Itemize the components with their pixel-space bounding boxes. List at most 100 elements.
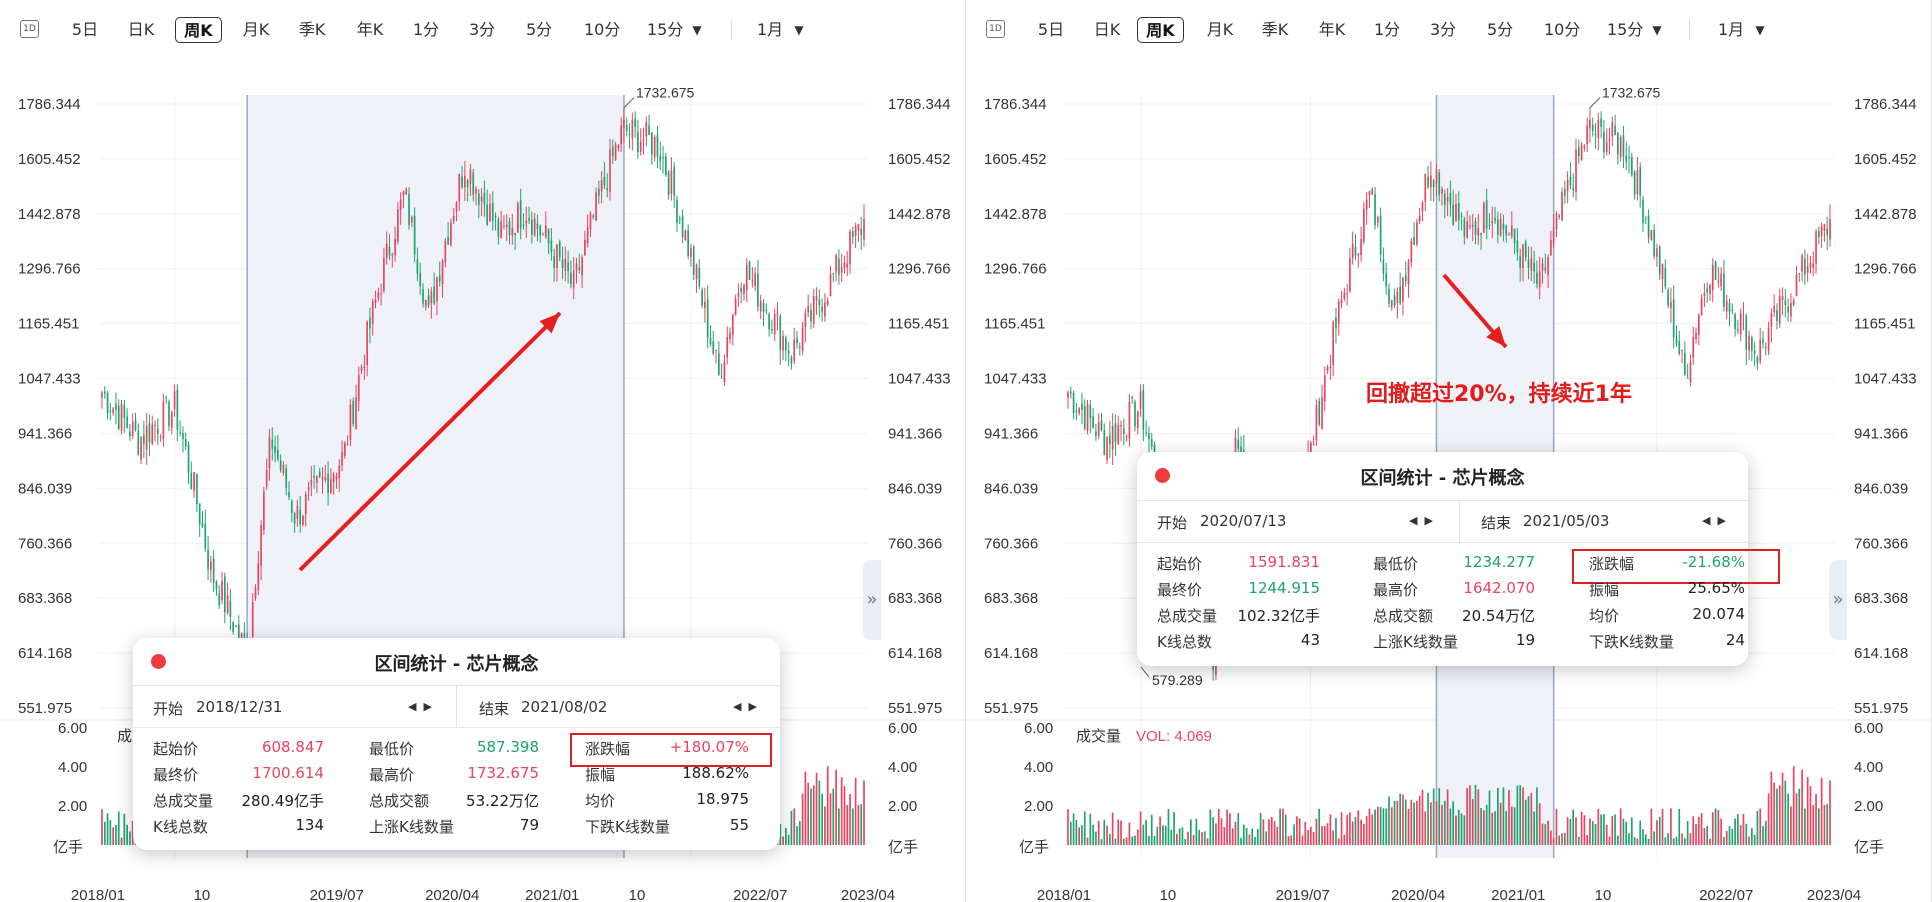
caret-down-icon[interactable]: ▼ — [1755, 23, 1765, 37]
period-1min[interactable]: 1分 — [413, 20, 440, 39]
candle-body — [455, 202, 458, 212]
volume-bar — [1203, 831, 1206, 845]
volume-bar — [117, 811, 120, 845]
volume-tick-label-right: 2.00 — [888, 798, 917, 815]
candle-body — [1376, 217, 1379, 223]
period-daily[interactable]: 日K — [127, 20, 155, 39]
volume-bar — [1575, 817, 1577, 845]
volume-bar — [1265, 831, 1268, 845]
caret-down-icon[interactable]: ▼ — [794, 23, 804, 37]
period-quarterly[interactable]: 季K — [1261, 20, 1289, 39]
candle-body — [1569, 176, 1572, 186]
period-yearly[interactable]: 年K — [1318, 20, 1346, 39]
volume-bar — [1173, 812, 1175, 845]
price-tick-label-left: 1296.766 — [18, 261, 81, 278]
volume-bar — [1628, 833, 1630, 845]
period-15min-dropdown[interactable]: 15分 — [647, 20, 684, 39]
period-weekly[interactable]: 周K — [1137, 17, 1184, 43]
candle-body — [807, 306, 810, 313]
volume-bar — [863, 780, 865, 845]
price-tick-label-right: 1786.344 — [1854, 96, 1917, 113]
period-3min[interactable]: 3分 — [1430, 20, 1457, 39]
period-monthly[interactable]: 月K — [242, 20, 270, 39]
volume-bar — [1658, 816, 1661, 845]
candle-body — [1382, 259, 1385, 274]
volume-bar — [1067, 809, 1069, 845]
candle-body — [1656, 248, 1658, 257]
candle-body — [824, 302, 826, 317]
volume-bar — [1365, 816, 1368, 845]
candle-body — [483, 192, 486, 205]
candle-body — [849, 231, 851, 264]
volume-bar — [801, 793, 804, 845]
candle-body — [1318, 400, 1321, 425]
one-day-icon[interactable]: 1D — [986, 20, 1005, 38]
period-5min[interactable]: 5分 — [1487, 20, 1514, 39]
period-weekly[interactable]: 周K — [175, 17, 222, 43]
volume-bar — [1678, 808, 1681, 845]
candle-body — [388, 246, 391, 256]
volume-bar — [1762, 826, 1764, 845]
volume-bar — [1153, 835, 1156, 845]
candle-body — [718, 353, 720, 375]
expand-side-icon[interactable]: » — [863, 560, 881, 640]
candle-body — [1770, 313, 1773, 327]
period-10min[interactable]: 10分 — [584, 20, 621, 39]
candle-body — [1081, 404, 1083, 410]
candle-body — [131, 422, 134, 436]
candle-body — [1349, 258, 1351, 292]
expand-side-icon[interactable]: » — [1829, 560, 1847, 640]
caret-down-icon[interactable]: ▼ — [1652, 23, 1662, 37]
start-step-icons[interactable]: ◀ ▶ — [1409, 514, 1433, 527]
candle-body — [597, 188, 600, 196]
period-range-dropdown[interactable]: 1月 — [1718, 20, 1745, 39]
period-10min[interactable]: 10分 — [1544, 20, 1581, 39]
volume-bar — [1220, 818, 1223, 845]
volume-bar — [1315, 818, 1318, 845]
one-day-icon[interactable]: 1D — [20, 20, 39, 38]
caret-down-icon[interactable]: ▼ — [692, 23, 702, 37]
volume-bar — [1176, 833, 1178, 845]
period-15min-dropdown[interactable]: 15分 — [1607, 20, 1644, 39]
candle-body — [1589, 119, 1591, 129]
candle-body — [553, 256, 556, 268]
candle-body — [120, 403, 123, 431]
volume-bar — [826, 766, 829, 845]
red-dot-icon[interactable] — [151, 654, 166, 669]
period-5d[interactable]: 5日 — [71, 20, 99, 39]
candle-body — [1354, 246, 1357, 256]
x-axis-label: 2021/01 — [525, 887, 579, 902]
candle-body — [522, 224, 525, 226]
volume-bar — [1700, 813, 1703, 845]
period-1min[interactable]: 1分 — [1374, 20, 1401, 39]
volume-bar — [1720, 818, 1722, 845]
volume-bar — [1089, 813, 1092, 845]
stat-value: 1234.277 — [1463, 553, 1535, 571]
candle-body — [1404, 275, 1407, 282]
period-3min[interactable]: 3分 — [469, 20, 496, 39]
period-5min[interactable]: 5分 — [526, 20, 553, 39]
candle-body — [271, 439, 274, 449]
price-tick-label-left: 1047.433 — [984, 371, 1047, 388]
end-step-icons[interactable]: ◀ ▶ — [1702, 514, 1726, 527]
candle-body — [288, 491, 290, 498]
volume-bar — [1309, 826, 1312, 845]
candle-body — [380, 293, 382, 295]
candle-body — [310, 479, 313, 485]
period-yearly[interactable]: 年K — [356, 20, 384, 39]
red-dot-icon[interactable] — [1155, 468, 1170, 483]
period-quarterly[interactable]: 季K — [298, 20, 326, 39]
period-daily[interactable]: 日K — [1093, 20, 1121, 39]
start-step-icons[interactable]: ◀ ▶ — [408, 700, 432, 713]
period-monthly[interactable]: 月K — [1206, 20, 1234, 39]
end-step-icons[interactable]: ◀ ▶ — [733, 700, 757, 713]
volume-bar — [1441, 804, 1443, 845]
volume-bar — [1675, 836, 1678, 845]
volume-bar — [1139, 811, 1142, 845]
period-5d[interactable]: 5日 — [1037, 20, 1065, 39]
candle-body — [628, 134, 631, 136]
stat-label: K线总数 — [1157, 633, 1212, 651]
volume-bar — [1217, 808, 1220, 845]
candle-body — [296, 505, 299, 519]
period-range-dropdown[interactable]: 1月 — [757, 20, 784, 39]
